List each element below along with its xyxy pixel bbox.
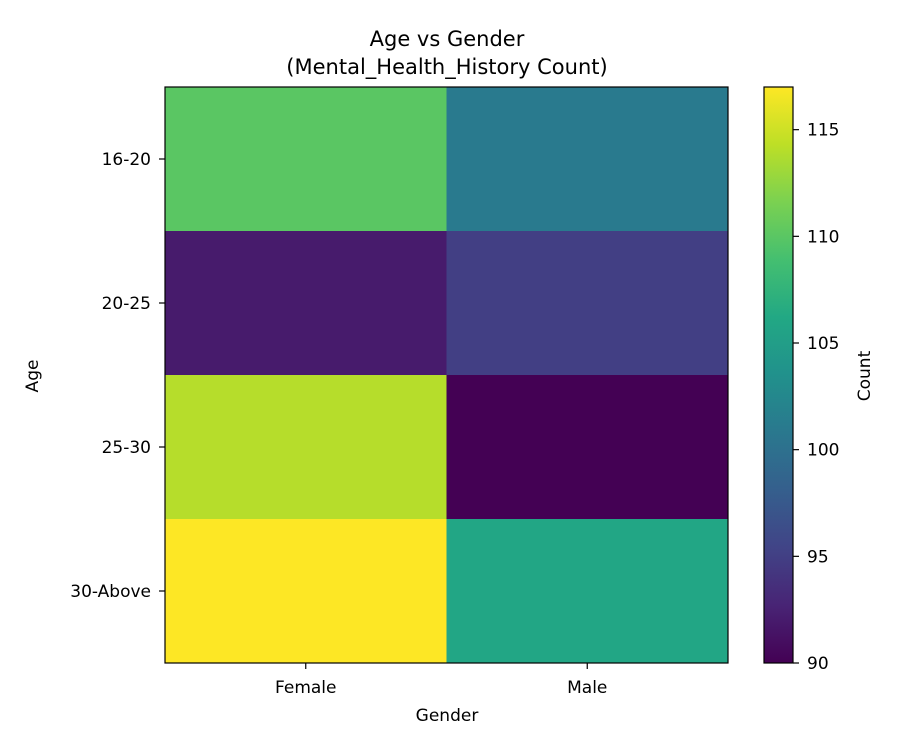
colorbar-label: Count: [855, 350, 875, 401]
x-tick-label: Male: [567, 678, 607, 698]
chart-title-line1: Age vs Gender: [370, 27, 525, 51]
x-axis-label: Gender: [416, 706, 479, 726]
heatmap-cell: [446, 519, 729, 664]
heatmap-cell: [446, 375, 729, 520]
heatmap-cell: [165, 375, 447, 520]
colorbar-ticks: 90 95 100 105 110 115: [793, 121, 839, 674]
y-tick-label: 16-20: [102, 150, 151, 170]
y-axis-label: Age: [23, 360, 43, 393]
y-tick-label: 25-30: [102, 438, 151, 458]
colorbar-tick-label: 105: [807, 334, 839, 354]
heatmap-cell: [165, 231, 447, 376]
heatmap-cell: [165, 519, 447, 664]
heatmap-cell: [165, 87, 447, 232]
heatmap-cells: [165, 87, 729, 664]
plot-frame: [164, 86, 729, 664]
y-tick-label: 30-Above: [70, 582, 151, 602]
colorbar-tick-label: 110: [807, 227, 839, 247]
colorbar-tick-label: 100: [807, 441, 839, 461]
colorbar-tick-label: 95: [807, 547, 829, 567]
y-tick-label: 20-25: [102, 294, 151, 314]
chart-title-line2: (Mental_Health_History Count): [286, 55, 607, 80]
heatmap-cell: [446, 231, 729, 376]
colorbar-gradient: [763, 86, 794, 664]
colorbar-tick-label: 115: [807, 121, 839, 141]
y-axis-ticks: 16-20 20-25 25-30 30-Above: [70, 150, 165, 602]
colorbar-tick-label: 90: [807, 654, 829, 674]
x-tick-label: Female: [275, 678, 336, 698]
x-axis-ticks: Female Male: [275, 663, 607, 698]
heatmap-cell: [446, 87, 729, 232]
